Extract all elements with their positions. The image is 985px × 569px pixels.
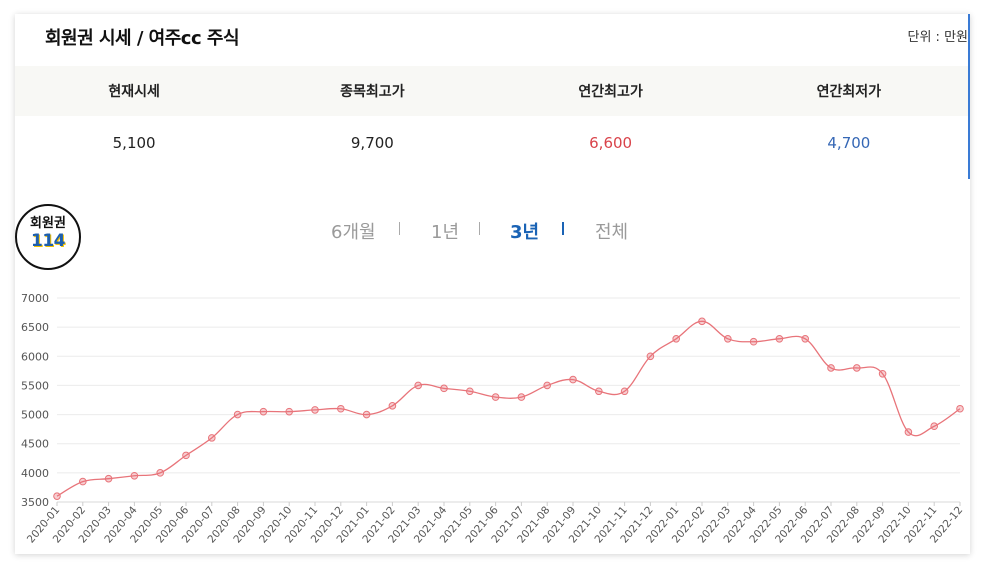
data-point <box>337 404 345 413</box>
data-point <box>698 317 706 326</box>
data-point <box>182 451 190 460</box>
data-point <box>775 335 784 343</box>
data-point <box>466 387 474 396</box>
data-point <box>569 375 577 384</box>
series-line <box>56 320 961 497</box>
data-point <box>362 410 371 419</box>
unit-label: 단위 : 만원 <box>907 30 969 45</box>
data-point <box>259 407 268 416</box>
header-current-price: 현재시세 <box>108 84 160 100</box>
data-point <box>285 407 294 416</box>
value-annual-high: 6,600 <box>589 134 633 152</box>
brand-logo: 회원권 114 <box>15 204 81 270</box>
period-tabs: 6개월 1년 3년 전체 <box>0 218 985 246</box>
data-point <box>414 381 423 390</box>
price-table-row: 5,100 9,700 6,600 4,700 <box>15 118 968 168</box>
page-title: 회원권 시세 / 여주cc 주식 <box>45 28 240 49</box>
data-point <box>53 492 61 500</box>
tab-1-year[interactable]: 1년 <box>431 222 460 243</box>
logo-text-top: 회원권 <box>30 216 66 231</box>
logo-text-number: 114 <box>31 231 66 251</box>
data-point <box>930 422 939 431</box>
data-point <box>724 335 732 343</box>
data-point <box>543 381 552 390</box>
data-point <box>491 393 500 401</box>
value-annual-low: 4,700 <box>827 134 871 152</box>
y-tick-label: 6500 <box>21 321 49 334</box>
y-tick-label: 3500 <box>21 496 49 509</box>
data-point <box>853 364 861 372</box>
header-annual-high: 연간최고가 <box>578 84 643 100</box>
y-tick-label: 4000 <box>21 467 49 480</box>
value-all-time-high: 9,700 <box>350 134 394 152</box>
data-point <box>956 404 964 413</box>
tab-separator-active <box>562 222 564 235</box>
data-point <box>620 387 629 396</box>
value-current-price: 5,100 <box>112 134 156 152</box>
data-point <box>878 369 887 378</box>
data-point <box>79 477 87 486</box>
price-line-chart: 350040004500500055006000650070002020-012… <box>21 292 965 546</box>
data-point <box>672 335 681 343</box>
tab-separator <box>479 222 480 235</box>
y-tick-label: 7000 <box>21 292 49 305</box>
data-point <box>388 402 397 410</box>
data-point <box>801 335 810 343</box>
data-point <box>827 364 835 372</box>
tab-3-years[interactable]: 3년 <box>510 222 540 243</box>
header-annual-low: 연간최저가 <box>816 84 882 100</box>
tab-all[interactable]: 전체 <box>595 222 629 243</box>
scroll-indicator <box>968 14 970 179</box>
price-table-header: 현재시세 종목최고가 연간최고가 연간최저가 <box>15 66 968 116</box>
y-tick-label: 6000 <box>21 350 49 363</box>
tab-6-months[interactable]: 6개월 <box>331 222 376 243</box>
data-point <box>749 337 758 346</box>
data-point <box>233 410 242 419</box>
tab-separator <box>399 222 400 235</box>
data-point <box>130 471 139 480</box>
data-point <box>517 393 526 401</box>
y-tick-label: 4500 <box>21 438 49 451</box>
header-all-time-high: 종목최고가 <box>340 84 405 100</box>
data-point <box>904 428 913 436</box>
data-point <box>595 387 603 396</box>
data-point <box>208 434 216 442</box>
y-tick-label: 5000 <box>21 409 49 422</box>
y-tick-label: 5500 <box>21 379 49 392</box>
data-point <box>104 474 113 483</box>
data-point <box>440 384 448 393</box>
data-point <box>311 406 319 414</box>
data-point <box>646 352 655 361</box>
data-point <box>156 469 164 477</box>
